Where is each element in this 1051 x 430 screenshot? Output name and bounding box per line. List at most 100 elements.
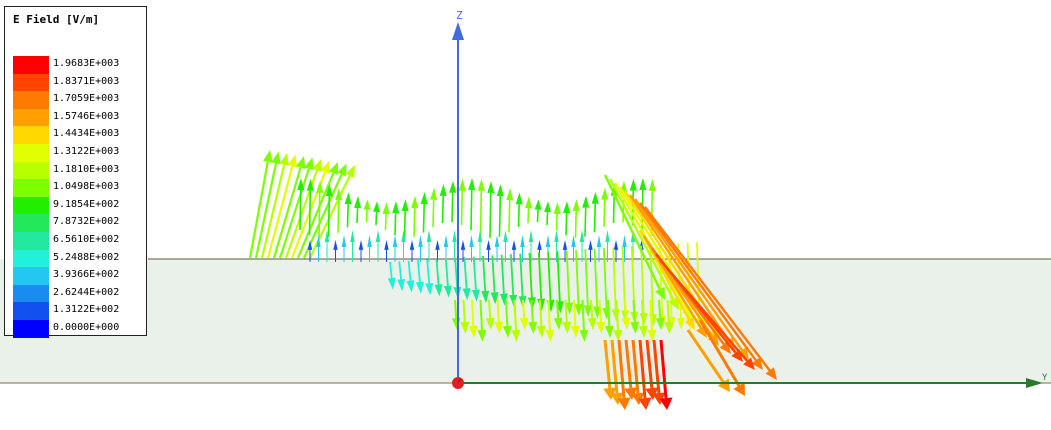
field-vector-head-icon bbox=[367, 235, 372, 247]
field-vector-shaft bbox=[659, 259, 749, 362]
field-vector-head-icon bbox=[335, 187, 343, 201]
legend-entry: 1.9683E+003 bbox=[13, 56, 143, 74]
legend-value: 1.4434E+003 bbox=[53, 128, 120, 140]
field-vector-shaft bbox=[639, 202, 757, 362]
field-vector-shaft bbox=[556, 299, 560, 319]
field-vector-shaft bbox=[584, 249, 589, 306]
field-vector-shaft bbox=[644, 206, 771, 372]
legend-entry: 6.5610E+002 bbox=[13, 232, 143, 250]
legend-entry: 1.7059E+003 bbox=[13, 91, 143, 110]
color-legend[interactable]: E Field [V/m] 1.9683E+003 1.8371E+003 1.70… bbox=[4, 6, 147, 338]
legend-value: 3.9366E+002 bbox=[53, 269, 120, 281]
field-vector-head-icon bbox=[717, 378, 730, 392]
field-vector-head-icon bbox=[354, 196, 362, 209]
field-vector-shaft bbox=[631, 339, 640, 394]
field-vector-head-icon bbox=[668, 296, 679, 310]
field-vector-head-icon bbox=[588, 240, 593, 250]
field-vector-shaft bbox=[498, 196, 502, 237]
field-vector-head-icon bbox=[574, 303, 583, 316]
field-vector-head-icon bbox=[384, 240, 389, 250]
field-vector-head-icon bbox=[449, 180, 457, 193]
field-vector-head-icon bbox=[639, 178, 647, 191]
field-vector-head-icon bbox=[676, 317, 685, 330]
field-vector-head-icon bbox=[684, 316, 695, 330]
field-vector-shaft bbox=[624, 339, 633, 389]
field-vector-head-icon bbox=[583, 305, 592, 318]
field-vector-head-icon bbox=[545, 329, 555, 342]
field-vector-shaft bbox=[272, 167, 302, 259]
field-vector-head-icon bbox=[458, 178, 466, 191]
field-vector-shaft bbox=[537, 252, 543, 299]
field-vector-head-icon bbox=[570, 325, 580, 338]
field-vector-shaft bbox=[546, 212, 549, 226]
field-vector-shaft bbox=[598, 299, 602, 323]
field-vector-head-icon bbox=[733, 382, 745, 396]
field-vector-head-icon bbox=[647, 329, 657, 342]
field-vector-head-icon bbox=[601, 187, 609, 200]
field-vector-shaft bbox=[470, 189, 473, 231]
field-vector-shaft bbox=[607, 299, 611, 327]
field-vector-head-icon bbox=[375, 230, 381, 242]
field-vector-shaft bbox=[641, 299, 645, 327]
field-vector-shaft bbox=[565, 213, 568, 236]
field-vector-head-icon bbox=[486, 240, 491, 250]
field-vector-head-icon bbox=[509, 294, 518, 307]
legend-swatch bbox=[13, 179, 49, 198]
legend-swatch bbox=[13, 73, 49, 92]
field-vector-shaft bbox=[505, 299, 509, 327]
field-vector-shaft bbox=[454, 299, 458, 319]
field-vector-shaft bbox=[556, 251, 561, 302]
field-vector-head-icon bbox=[406, 280, 415, 293]
legend-value: 1.0498E+003 bbox=[53, 181, 120, 193]
field-vector-head-icon bbox=[434, 284, 443, 297]
field-vector-shaft bbox=[260, 164, 286, 259]
field-vector-shaft bbox=[278, 168, 310, 259]
field-vector-head-icon bbox=[481, 290, 490, 303]
field-vector-head-icon bbox=[613, 240, 619, 250]
field-vector-head-icon bbox=[563, 201, 571, 214]
legend-value: 6.5610E+002 bbox=[53, 234, 120, 245]
legend-value: 1.1810E+003 bbox=[53, 163, 120, 175]
field-vector-head-icon bbox=[562, 321, 572, 334]
field-vector-head-icon bbox=[751, 357, 763, 370]
field-vector-head-icon bbox=[621, 310, 629, 323]
field-vector-head-icon bbox=[397, 278, 406, 292]
field-vector-head-icon bbox=[603, 387, 617, 400]
field-vector-shaft bbox=[530, 299, 534, 323]
field-vector-shaft bbox=[407, 260, 412, 281]
field-vector-head-icon bbox=[525, 196, 533, 209]
field-vector-shaft bbox=[417, 260, 421, 283]
field-vector-shaft bbox=[384, 213, 387, 231]
field-vector-head-icon bbox=[536, 325, 546, 338]
field-vector-shaft bbox=[615, 299, 619, 331]
field-vector-head-icon bbox=[325, 184, 333, 197]
field-vector-head-icon bbox=[572, 198, 580, 212]
field-vector-shaft bbox=[479, 190, 483, 236]
field-vector-shaft bbox=[432, 199, 435, 228]
field-vector-shaft bbox=[581, 299, 585, 331]
field-vector-head-icon bbox=[553, 201, 561, 215]
field-vector-head-icon bbox=[487, 180, 495, 194]
field-vector-head-icon bbox=[271, 151, 281, 165]
legend-entry: 2.6244E+002 bbox=[13, 284, 143, 303]
field-vector-head-icon bbox=[630, 321, 640, 334]
field-vector-head-icon bbox=[582, 195, 590, 208]
field-vector-shaft bbox=[460, 190, 464, 226]
field-vector-shaft bbox=[617, 339, 626, 399]
field-vector-head-icon bbox=[320, 160, 330, 174]
field-vector-shaft bbox=[652, 339, 661, 394]
field-vector-head-icon bbox=[707, 333, 719, 346]
field-vector-head-icon bbox=[430, 187, 438, 200]
field-vector-head-icon bbox=[333, 240, 338, 250]
field-vector-head-icon bbox=[350, 230, 355, 242]
field-vector-head-icon bbox=[664, 321, 674, 334]
field-vector-head-icon bbox=[655, 317, 665, 330]
field-vector-shaft bbox=[658, 244, 664, 316]
field-vector-shaft bbox=[575, 249, 580, 305]
field-vector-shaft bbox=[510, 254, 515, 295]
legend-entry: 5.2488E+002 bbox=[13, 249, 143, 268]
field-vector-head-icon bbox=[443, 235, 449, 247]
field-vector-head-icon bbox=[392, 235, 398, 247]
field-vector-shaft bbox=[327, 196, 331, 237]
